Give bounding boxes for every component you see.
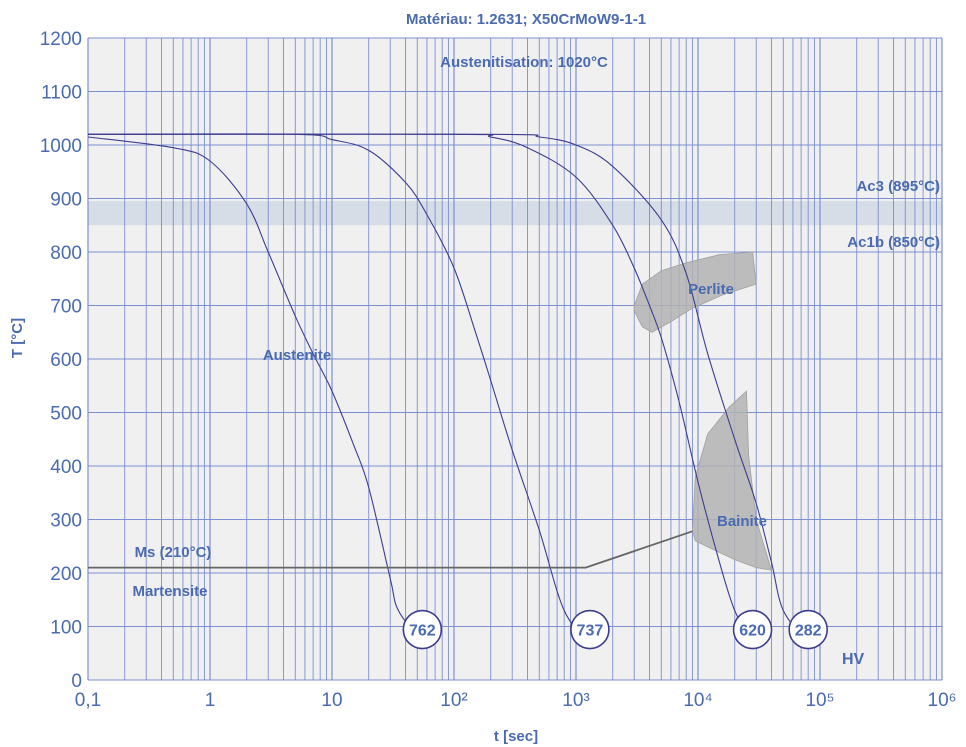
x-tick-label: 10⁵ [805, 690, 834, 711]
chart-title: Matériau: 1.2631; X50CrMoW9-1-1 [406, 11, 646, 28]
perlite-label: Perlite [688, 281, 734, 298]
y-tick-label: 1000 [40, 136, 82, 157]
x-tick-label: 10² [440, 690, 467, 711]
ac-temperature-band [88, 201, 942, 226]
y-tick-label: 500 [50, 404, 82, 425]
y-tick-label: 200 [50, 564, 82, 585]
y-tick-label: 300 [50, 511, 82, 532]
y-tick-label: 1200 [40, 29, 82, 50]
x-tick-label: 10 [321, 690, 342, 711]
bainite-region [691, 390, 773, 571]
bainite-label: Bainite [717, 513, 767, 530]
austenitisation-label: Austenitisation: 1020°C [440, 54, 608, 71]
x-tick-label: 10⁴ [683, 690, 712, 711]
hardness-circle [788, 609, 828, 650]
hardness-circle [732, 609, 773, 650]
hardness-circle [570, 609, 610, 650]
hardness-value: 762 [409, 623, 436, 640]
x-tick-label: 10⁶ [928, 690, 957, 711]
cooling-curve-282 [87, 133, 809, 643]
ac3-label: Ac3 (895°C) [856, 178, 940, 195]
ms-line [88, 530, 693, 569]
x-tick-label: 0,1 [75, 690, 101, 711]
grid [87, 37, 943, 681]
x-tick-labels: 0,1 1 10 10² 10³ 10⁴ 10⁵ 10⁶ [75, 690, 957, 711]
y-tick-label: 700 [50, 297, 82, 318]
hardness-value: 620 [739, 623, 766, 640]
y-tick-label: 1100 [41, 83, 82, 104]
hardness-circle [402, 609, 443, 650]
y-tick-labels: 0 100 200 300 400 500 600 700 800 900 1000 1100 1200 [40, 29, 82, 692]
transformation-regions [633, 251, 773, 571]
x-tick-label: 10³ [562, 690, 589, 711]
y-tick-label: 800 [50, 243, 82, 264]
cooling-curve-762 [87, 136, 423, 643]
hardness-value: 737 [577, 623, 604, 640]
ms-label: Ms (210°C) [135, 544, 212, 561]
cooling-curve-737 [87, 133, 591, 643]
y-tick-label: 900 [50, 190, 82, 211]
x-axis-label: t [sec] [494, 728, 538, 745]
hardness-value: 282 [795, 623, 822, 640]
martensite-label: Martensite [132, 583, 207, 600]
y-axis-label: T [°C] [9, 318, 26, 358]
ms-line-group [88, 530, 693, 569]
y-tick-label: 600 [50, 350, 82, 371]
y-tick-label: 100 [50, 618, 82, 639]
hv-unit-label: HV [842, 651, 865, 668]
y-tick-label: 0 [71, 671, 82, 692]
ac1b-label: Ac1b (850°C) [847, 234, 940, 251]
y-tick-label: 400 [50, 457, 82, 478]
austenite-label: Austenite [263, 347, 331, 364]
x-tick-label: 1 [205, 690, 216, 711]
cooling-curves [87, 133, 809, 643]
perlite-region [633, 251, 757, 333]
hardness-markers: 762 737 620 282 [402, 609, 828, 650]
